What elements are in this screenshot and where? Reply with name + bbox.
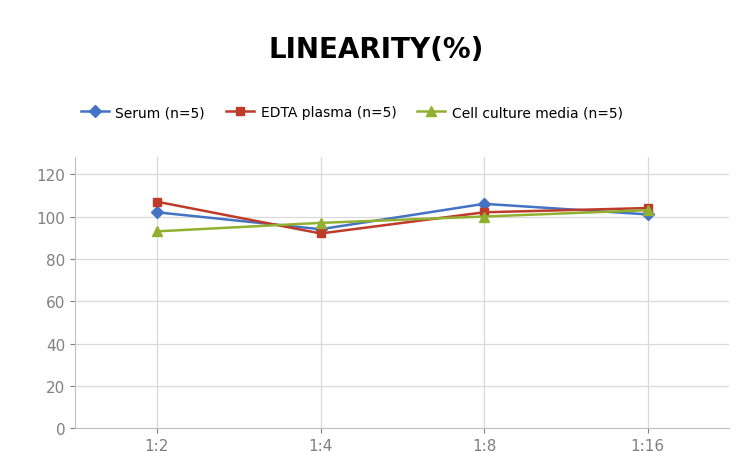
- Serum (n=5): [480, 202, 489, 207]
- Cell culture media (n=5): [480, 214, 489, 220]
- Serum (n=5): [643, 212, 652, 218]
- Text: LINEARITY(%): LINEARITY(%): [268, 36, 484, 64]
- EDTA plasma (n=5): [643, 206, 652, 211]
- Serum (n=5): [153, 210, 162, 216]
- Legend: Serum (n=5), EDTA plasma (n=5), Cell culture media (n=5): Serum (n=5), EDTA plasma (n=5), Cell cul…: [75, 100, 629, 125]
- Line: Serum (n=5): Serum (n=5): [153, 200, 652, 234]
- Line: EDTA plasma (n=5): EDTA plasma (n=5): [153, 198, 652, 238]
- Cell culture media (n=5): [643, 208, 652, 213]
- Cell culture media (n=5): [316, 221, 325, 226]
- EDTA plasma (n=5): [153, 199, 162, 205]
- EDTA plasma (n=5): [480, 210, 489, 216]
- Cell culture media (n=5): [153, 229, 162, 235]
- EDTA plasma (n=5): [316, 231, 325, 237]
- Line: Cell culture media (n=5): Cell culture media (n=5): [152, 206, 653, 237]
- Serum (n=5): [316, 227, 325, 232]
